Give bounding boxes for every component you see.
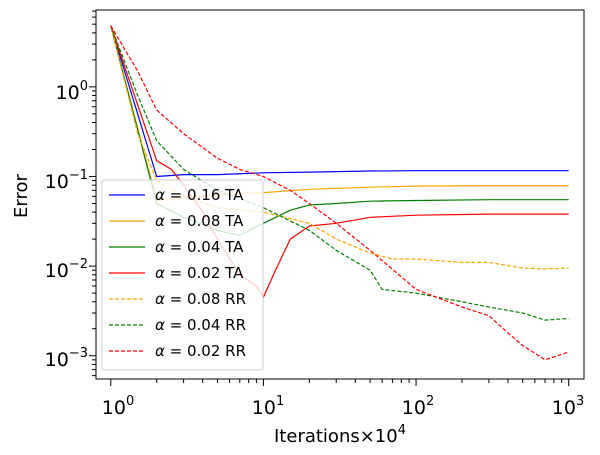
plot-area [95, 9, 585, 380]
y-tick-label-4: 10−3 [45, 346, 88, 371]
legend-label-5: α = 0.08 RR [155, 290, 246, 308]
series-line-6 [110, 25, 569, 321]
legend-label-6: α = 0.04 RR [155, 316, 246, 334]
legend-label-4: α = 0.02 TA [155, 264, 244, 282]
legend-label-7: α = 0.02 RR [155, 342, 246, 360]
legend-label-1: α = 0.16 TA [155, 186, 244, 204]
y-tick-label-2: 10−1 [45, 168, 88, 193]
ticks-group [89, 10, 570, 386]
x-tick-label-1: 100 [102, 394, 134, 419]
y-tick-label-1: 100 [56, 79, 88, 104]
legend-label-3: α = 0.04 TA [155, 238, 244, 256]
legend: α = 0.16 TA α = 0.08 TA α = 0.04 TA α = 0.0… [101, 179, 264, 371]
y-axis-title: Error [11, 173, 32, 217]
y-tick-label-3: 10−2 [45, 257, 88, 282]
legend-box [101, 179, 264, 371]
x-tick-label-2: 101 [252, 394, 284, 419]
x-axis-title: Iterations×104 [274, 423, 406, 447]
series-line-1 [110, 25, 569, 178]
x-tick-label-4: 103 [552, 394, 584, 419]
legend-label-2: α = 0.08 TA [155, 212, 244, 230]
legend-items: α = 0.16 TA α = 0.08 TA α = 0.04 TA α = 0.0… [109, 186, 246, 360]
series-line-7 [110, 25, 569, 361]
x-tick-label-3: 102 [402, 394, 434, 419]
